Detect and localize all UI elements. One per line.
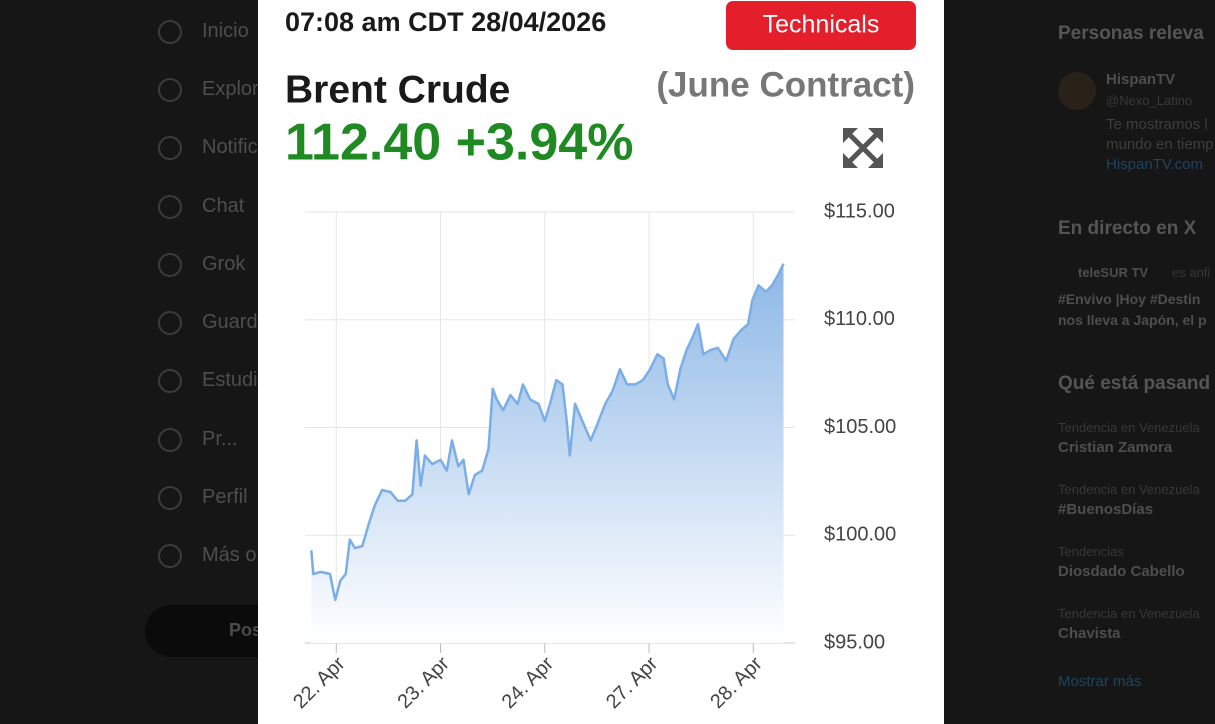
nav-item[interactable]: Chat	[202, 195, 245, 217]
chart: 07:08 am CDT 28/04/2026 Technicals Brent…	[285, 1, 916, 713]
section-title: Qué está pasand	[1058, 373, 1211, 394]
live-text: #Envivo |Hoy #Destin	[1058, 291, 1201, 307]
nav-item[interactable]: Pr...	[202, 428, 238, 450]
nav-item[interactable]: Notific	[202, 136, 258, 158]
nav-item[interactable]: Más o	[202, 544, 257, 566]
account-bio: mundo en tiemp	[1106, 136, 1214, 153]
trend-context: Tendencia en Venezuela	[1058, 482, 1200, 497]
nav-icon	[158, 253, 182, 277]
account-bio: Te mostramos l	[1106, 116, 1208, 133]
x-tick-label: 27. Apr	[602, 652, 663, 713]
nav-icon	[158, 369, 182, 393]
trend-context: Tendencia en Venezuela	[1058, 606, 1200, 621]
chart-subtitle: (June Contract)	[656, 65, 915, 104]
nav-icon	[158, 20, 182, 44]
technicals-label: Technicals	[763, 11, 880, 39]
nav-icon	[158, 136, 182, 160]
section-title: Personas releva	[1058, 23, 1204, 44]
trend-context: Tendencia en Venezuela	[1058, 420, 1200, 435]
y-tick-label: $95.00	[824, 631, 885, 653]
price-line	[310, 263, 785, 602]
trend-name[interactable]: Cristian Zamora	[1058, 439, 1173, 456]
trend-name[interactable]: Diosdado Cabello	[1058, 563, 1185, 580]
price: 112.40 +3.94%	[285, 114, 633, 172]
nav-item[interactable]: Explor	[202, 78, 259, 100]
nav-item[interactable]: Perfil	[202, 486, 248, 508]
live-note: es anfi	[1172, 265, 1211, 280]
nav-icon	[158, 78, 182, 102]
y-tick-label: $105.00	[824, 416, 896, 438]
y-tick-label: $100.00	[824, 524, 896, 546]
timestamp: 07:08 am CDT 28/04/2026	[285, 7, 606, 37]
nav-item[interactable]: Guard	[202, 311, 258, 333]
account-name[interactable]: HispanTV	[1106, 71, 1176, 88]
post-label: Pos	[229, 620, 263, 640]
area-fill	[311, 263, 784, 643]
x-tick-label: 24. Apr	[498, 652, 559, 713]
section-title: En directo en X	[1058, 218, 1197, 239]
x-tick-label: 23. Apr	[393, 652, 454, 713]
account-link[interactable]: HispanTV.com	[1106, 156, 1203, 173]
nav-item[interactable]: Grok	[202, 253, 246, 275]
trend-name[interactable]: #BuenosDías	[1058, 501, 1154, 518]
nav-icon	[158, 195, 182, 219]
nav-item[interactable]: Inicio	[202, 20, 249, 42]
nav-icon	[158, 486, 182, 510]
live-text: nos lleva a Japón, el p	[1058, 312, 1207, 328]
account-handle: @Nexo_Latino	[1106, 93, 1193, 108]
nav-icon	[158, 544, 182, 568]
x-tick-label: 22. Apr	[289, 652, 350, 713]
show-more[interactable]: Mostrar más	[1058, 673, 1142, 690]
trend-name[interactable]: Chavista	[1058, 625, 1121, 642]
live-account[interactable]: teleSUR TV	[1078, 265, 1149, 280]
nav-icon	[158, 311, 182, 335]
expand-icon[interactable]	[843, 128, 883, 168]
y-tick-label: $110.00	[824, 308, 895, 330]
nav-icon	[158, 428, 182, 452]
avatar	[1058, 72, 1096, 110]
technicals-button[interactable]	[726, 1, 916, 50]
image-viewer: 07:08 am CDT 28/04/2026 Technicals Brent…	[258, 0, 944, 724]
y-tick-label: $115.00	[824, 200, 895, 222]
nav-item[interactable]: Estudi	[202, 369, 258, 391]
trend-context: Tendencias	[1058, 544, 1124, 559]
chart-title: Brent Crude	[285, 68, 510, 111]
x-tick-label: 28. Apr	[706, 652, 767, 713]
